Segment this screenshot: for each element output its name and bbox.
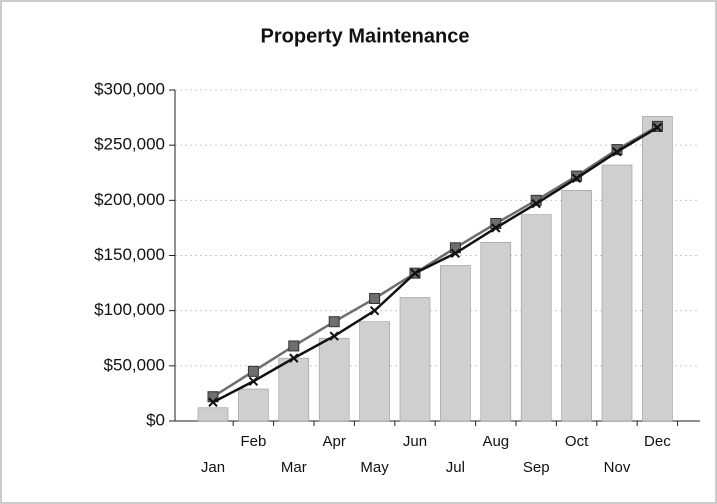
y-tick-label: $250,000	[94, 135, 165, 154]
x-tick-label: Sep	[523, 459, 550, 476]
marker-x	[208, 397, 218, 407]
bar	[520, 214, 552, 422]
y-tick-label: $0	[146, 410, 165, 429]
marker-x	[652, 122, 663, 133]
marker-x	[491, 223, 501, 233]
y-tick-label: $100,000	[94, 300, 165, 319]
x-tick-label: Feb	[240, 433, 266, 450]
marker-x	[248, 376, 259, 386]
x-tick-label: Jun	[403, 433, 427, 450]
marker-x	[329, 331, 339, 341]
x-tick-label: Oct	[565, 433, 589, 450]
marker-x	[410, 268, 420, 278]
bar	[318, 337, 350, 422]
x-tick-label: Jan	[201, 459, 225, 476]
bar	[278, 357, 310, 422]
marker-x	[531, 198, 541, 209]
x-tick-label: Dec	[644, 433, 671, 450]
bar	[238, 388, 269, 422]
bar	[399, 297, 431, 422]
marker-x	[450, 248, 461, 259]
x-tick-label: May	[360, 459, 389, 476]
chart-title: Property Maintenance	[261, 25, 470, 47]
bar	[642, 116, 673, 422]
marker-x	[369, 305, 380, 316]
marker-square	[369, 293, 381, 305]
y-tick-label: $200,000	[94, 190, 165, 209]
bar	[197, 407, 229, 422]
line	[212, 126, 659, 404]
bar	[440, 265, 471, 422]
x-tick-label: Nov	[604, 459, 631, 476]
y-tick-label: $300,000	[94, 79, 165, 98]
line	[212, 125, 659, 398]
bar	[480, 241, 512, 422]
marker-square	[288, 340, 300, 352]
marker-x	[612, 147, 622, 157]
marker-x	[289, 353, 299, 363]
marker-x	[571, 173, 582, 183]
bar	[359, 321, 390, 422]
y-tick-label: $150,000	[94, 245, 165, 264]
bar	[601, 164, 633, 422]
y-tick-label: $50,000	[104, 355, 165, 374]
x-tick-label: Mar	[281, 459, 307, 476]
x-tick-label: Jul	[446, 459, 465, 476]
x-tick-label: Aug	[482, 433, 509, 450]
marker-square	[247, 365, 259, 377]
x-tick-label: Apr	[323, 433, 346, 450]
marker-square	[328, 316, 340, 328]
bar	[561, 190, 592, 422]
